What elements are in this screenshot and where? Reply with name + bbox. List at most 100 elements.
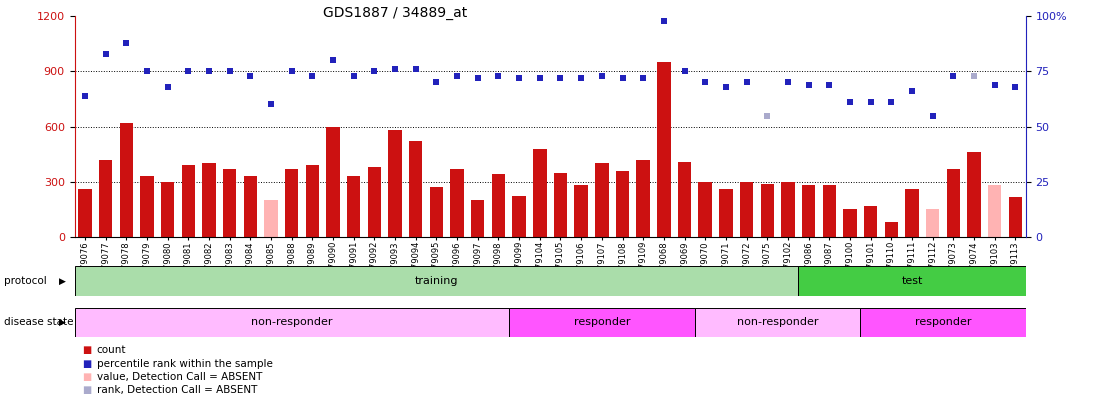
Bar <box>799 266 1026 296</box>
Text: test: test <box>902 276 923 286</box>
Point <box>573 75 590 81</box>
Point <box>800 81 817 88</box>
Bar <box>947 169 960 237</box>
Text: count: count <box>97 345 126 355</box>
Bar <box>554 173 567 237</box>
Bar <box>739 182 754 237</box>
Bar <box>367 167 381 237</box>
Bar <box>636 160 649 237</box>
Text: GDS1887 / 34889_at: GDS1887 / 34889_at <box>323 6 467 20</box>
Point <box>945 72 962 79</box>
Text: ■: ■ <box>82 359 91 369</box>
Bar <box>491 175 506 237</box>
Text: ■: ■ <box>82 372 91 382</box>
Point <box>593 72 611 79</box>
Point <box>882 99 900 106</box>
Bar <box>223 169 236 237</box>
Text: value, Detection Call = ABSENT: value, Detection Call = ABSENT <box>97 372 262 382</box>
Bar <box>615 171 630 237</box>
Point <box>201 68 218 75</box>
Point <box>407 66 425 72</box>
Point <box>344 72 362 79</box>
Point <box>283 68 301 75</box>
Point <box>241 72 259 79</box>
Point <box>386 66 404 72</box>
Point <box>676 68 693 75</box>
Bar <box>926 209 939 237</box>
Bar <box>75 308 509 337</box>
Point <box>758 112 776 119</box>
Bar <box>182 165 195 237</box>
Bar <box>161 182 174 237</box>
Bar <box>388 130 402 237</box>
Point <box>697 79 714 86</box>
Bar <box>430 187 443 237</box>
Point <box>924 112 941 119</box>
Text: protocol: protocol <box>4 276 47 286</box>
Text: percentile rank within the sample: percentile rank within the sample <box>97 359 272 369</box>
Bar <box>326 126 340 237</box>
Point <box>965 72 983 79</box>
Bar <box>306 165 319 237</box>
Bar <box>968 152 981 237</box>
Point <box>634 75 652 81</box>
Bar <box>781 182 794 237</box>
Bar <box>202 163 216 237</box>
Bar <box>657 62 670 237</box>
Text: training: training <box>415 276 459 286</box>
Bar <box>844 209 857 237</box>
Bar <box>347 176 361 237</box>
Text: rank, Detection Call = ABSENT: rank, Detection Call = ABSENT <box>97 386 257 395</box>
Point <box>613 75 631 81</box>
Point <box>117 39 135 46</box>
Text: responder: responder <box>574 318 630 327</box>
Point <box>97 51 114 57</box>
Point <box>738 79 756 86</box>
Bar <box>595 163 609 237</box>
Point <box>325 57 342 64</box>
Bar <box>988 185 1002 237</box>
Point <box>717 83 735 90</box>
Text: ▶: ▶ <box>59 277 66 286</box>
Bar <box>575 185 588 237</box>
Text: non-responder: non-responder <box>251 318 332 327</box>
Point <box>552 75 569 81</box>
Text: ■: ■ <box>82 345 91 355</box>
Bar <box>285 169 298 237</box>
Bar <box>905 189 918 237</box>
Bar <box>99 160 112 237</box>
Text: disease state: disease state <box>4 318 73 327</box>
Bar <box>140 176 154 237</box>
Point <box>510 75 528 81</box>
Point <box>903 88 920 94</box>
Bar <box>1008 197 1022 237</box>
Bar <box>694 308 860 337</box>
Text: ■: ■ <box>82 386 91 395</box>
Point <box>489 72 507 79</box>
Bar <box>823 185 836 237</box>
Point <box>220 68 238 75</box>
Point <box>159 83 177 90</box>
Point <box>138 68 156 75</box>
Bar <box>720 189 733 237</box>
Bar <box>120 123 133 237</box>
Text: ▶: ▶ <box>59 318 66 327</box>
Point <box>470 75 487 81</box>
Bar <box>864 206 878 237</box>
Bar <box>75 266 799 296</box>
Text: responder: responder <box>915 318 971 327</box>
Point <box>180 68 197 75</box>
Bar <box>802 185 815 237</box>
Bar <box>512 196 525 237</box>
Point <box>428 79 445 86</box>
Bar <box>509 308 694 337</box>
Point <box>365 68 383 75</box>
Point <box>449 72 466 79</box>
Point <box>655 17 672 24</box>
Point <box>262 101 280 108</box>
Point <box>76 92 93 99</box>
Bar <box>760 183 774 237</box>
Bar <box>884 222 898 237</box>
Bar <box>860 308 1026 337</box>
Bar <box>451 169 464 237</box>
